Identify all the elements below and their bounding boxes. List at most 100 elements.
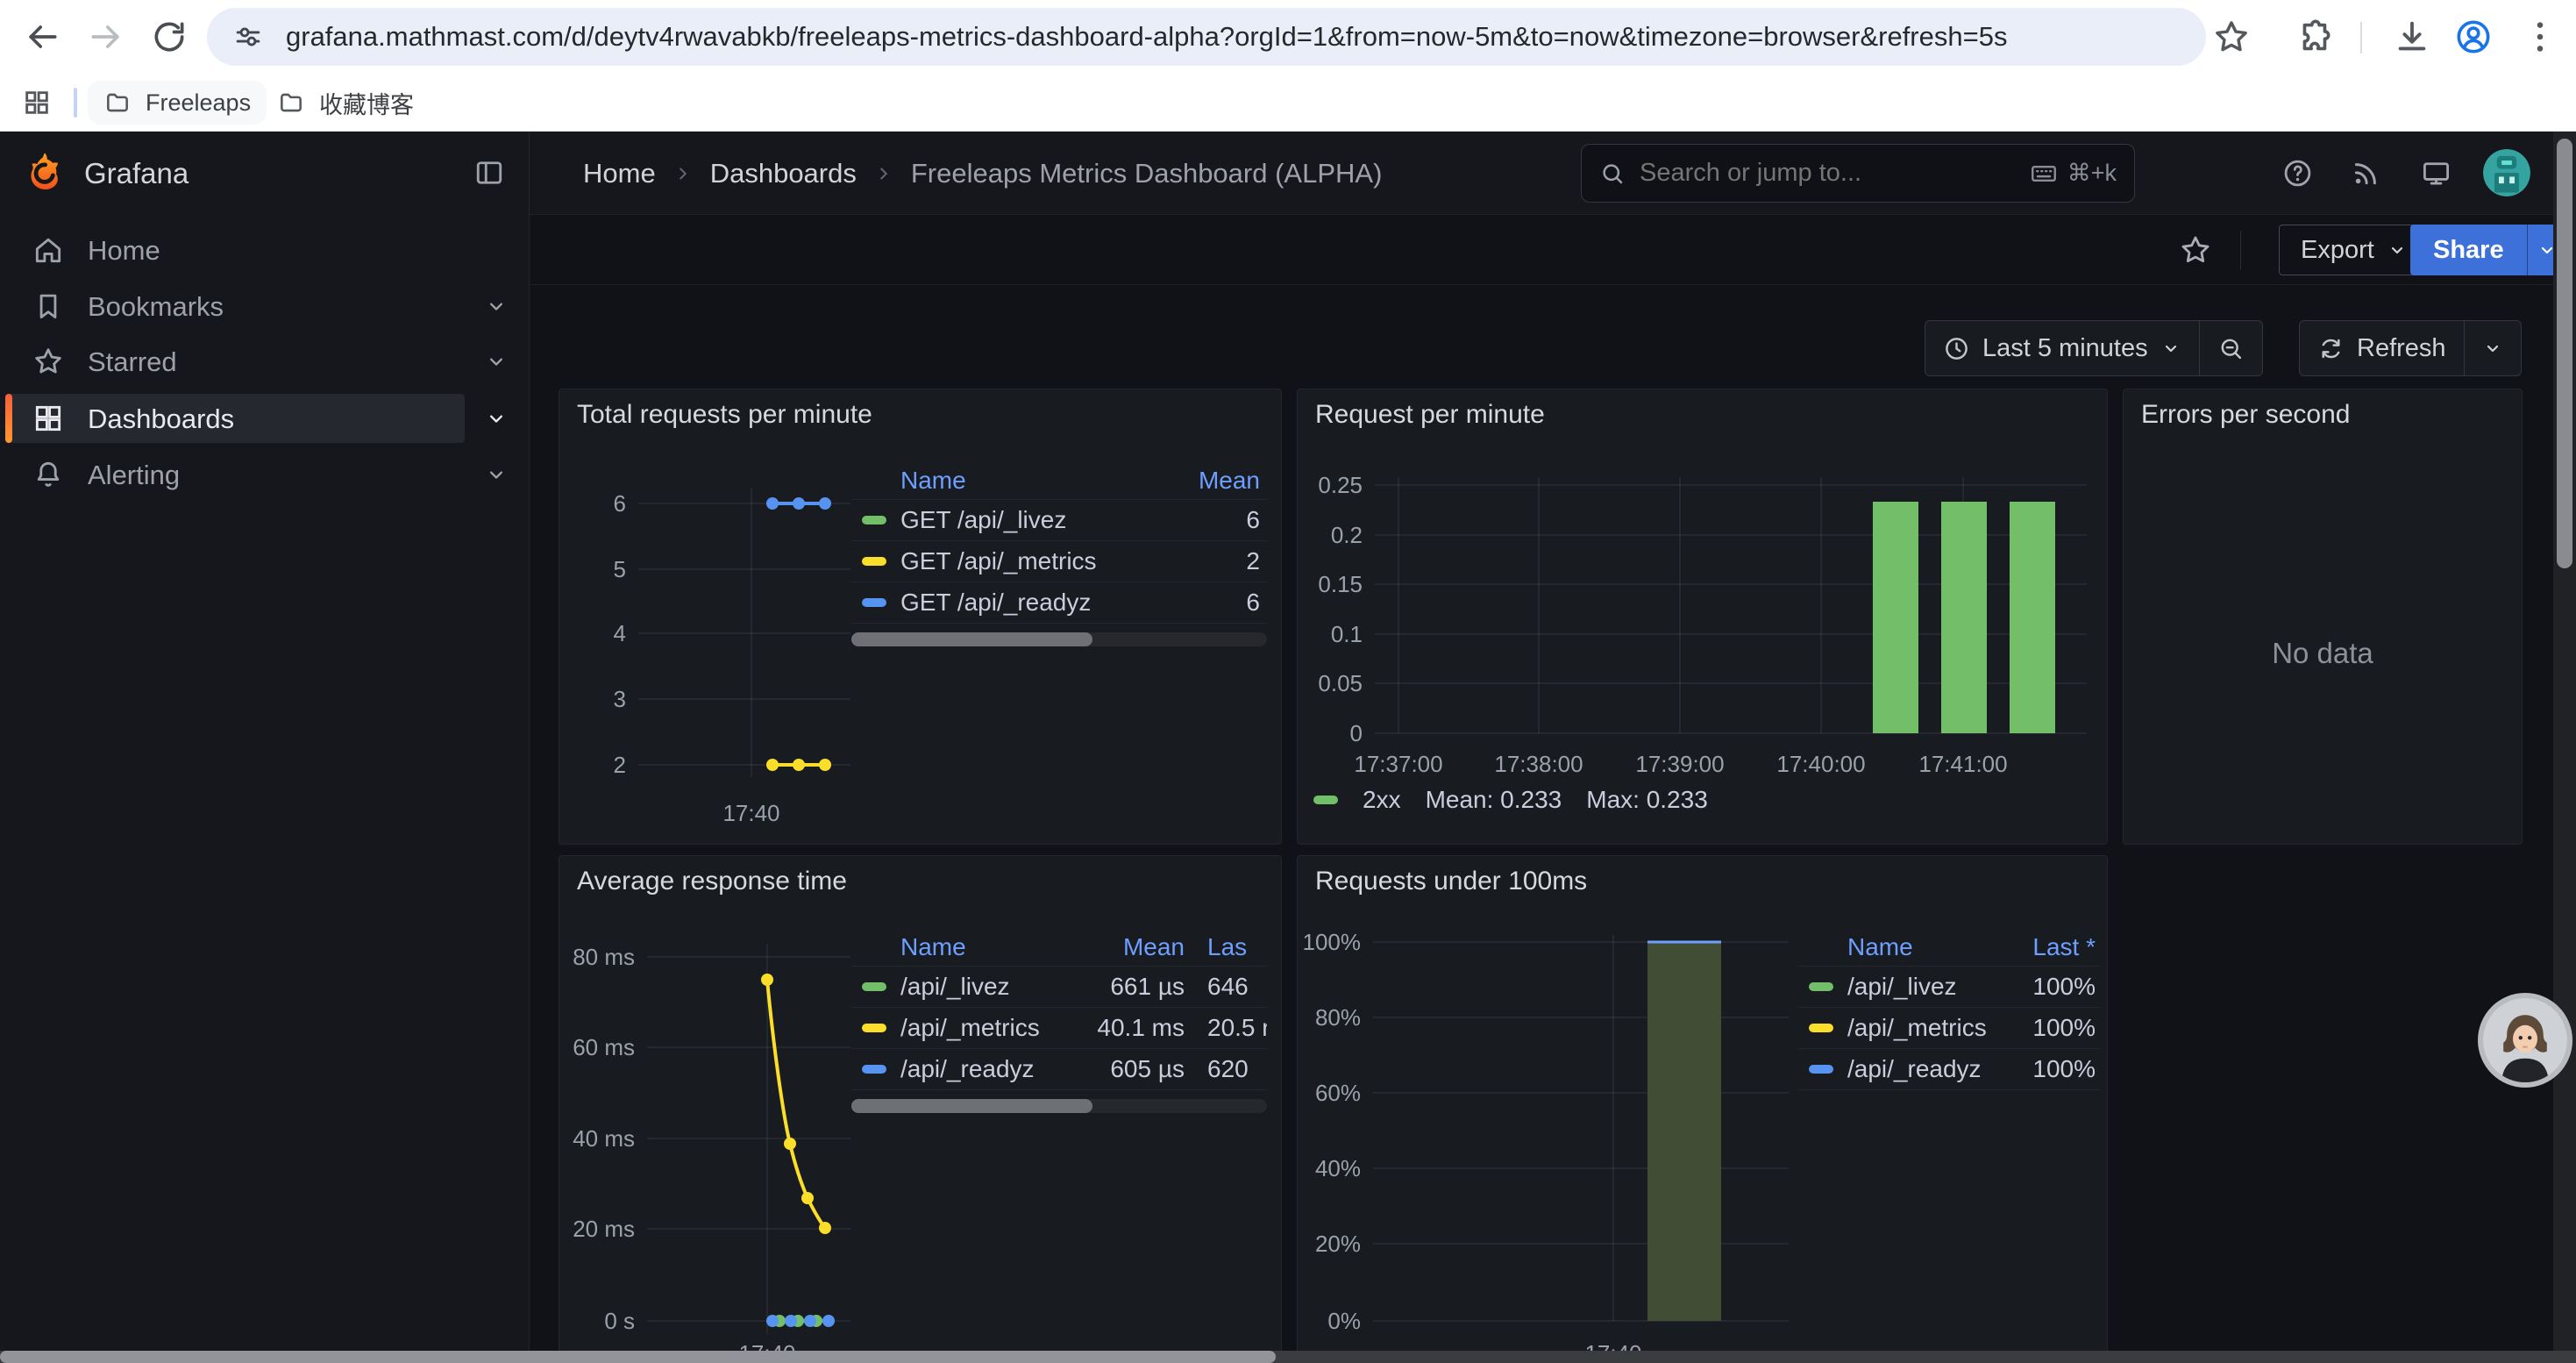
panel-title[interactable]: Total requests per minute xyxy=(577,400,872,429)
chevron-down-icon[interactable] xyxy=(484,462,509,487)
legend-row[interactable]: GET /api/_readyz 6 xyxy=(851,582,1267,624)
scrollbar-thumb[interactable] xyxy=(851,1099,1092,1113)
legend-row[interactable]: /api/_readyz 605 µs 620 xyxy=(851,1049,1267,1090)
export-button[interactable]: Export xyxy=(2279,225,2430,275)
legend-row[interactable]: GET /api/_livez 6 xyxy=(851,500,1267,541)
search-input[interactable] xyxy=(1640,159,2029,188)
legend-row[interactable]: /api/_readyz 100% xyxy=(1798,1049,2101,1090)
url-input[interactable] xyxy=(286,21,2181,53)
actions-divider xyxy=(2240,231,2241,269)
scrollbar-thumb[interactable] xyxy=(2557,139,2572,568)
legend-row[interactable]: /api/_metrics 100% xyxy=(1798,1008,2101,1049)
breadcrumb-dashboards[interactable]: Dashboards xyxy=(709,157,857,189)
series-name[interactable]: /api/_readyz xyxy=(900,1055,1035,1082)
chevron-down-icon xyxy=(2387,239,2408,260)
search-box[interactable]: ⌘+k xyxy=(1581,144,2135,203)
chevron-down-icon[interactable] xyxy=(484,406,509,431)
assistant-avatar[interactable] xyxy=(2478,993,2572,1088)
refresh-interval-button[interactable] xyxy=(2465,321,2521,375)
series-color-chip xyxy=(862,1065,886,1074)
scrollbar-thumb[interactable] xyxy=(0,1351,1276,1363)
svg-text:0.15: 0.15 xyxy=(1318,571,1363,597)
monitor-icon[interactable] xyxy=(2420,157,2452,189)
chevron-down-icon xyxy=(2160,338,2181,359)
svg-text:17:40: 17:40 xyxy=(722,800,779,826)
legend-header-last[interactable]: Last * xyxy=(2032,932,2096,960)
series-name[interactable]: GET /api/_metrics xyxy=(900,547,1097,574)
sidebar-item-label: Home xyxy=(88,235,160,266)
series-mean: 6 xyxy=(1246,506,1260,533)
legend-row[interactable]: GET /api/_metrics 2 xyxy=(851,541,1267,582)
grafana-logo-icon[interactable] xyxy=(23,150,67,194)
favorite-star-icon[interactable] xyxy=(2178,232,2213,268)
extensions-icon[interactable] xyxy=(2294,17,2334,57)
news-rss-icon[interactable] xyxy=(2350,157,2382,189)
series-name[interactable]: /api/_readyz xyxy=(1847,1055,1982,1082)
svg-text:2: 2 xyxy=(614,752,626,778)
series-name[interactable]: GET /api/_readyz xyxy=(900,589,1092,616)
legend-header-mean[interactable]: Mean xyxy=(1122,932,1185,960)
chevron-down-icon[interactable] xyxy=(484,349,509,374)
apps-grid-icon[interactable] xyxy=(22,88,52,118)
series-name[interactable]: /api/_metrics xyxy=(1847,1014,1987,1041)
panel-title[interactable]: Requests under 100ms xyxy=(1315,867,1588,896)
profile-icon[interactable] xyxy=(2453,17,2494,57)
legend-row[interactable]: /api/_livez 661 µs 646 xyxy=(851,967,1267,1008)
panel-title[interactable]: Average response time xyxy=(577,867,847,896)
series-name[interactable]: GET /api/_livez xyxy=(900,506,1067,533)
refresh-button[interactable]: Refresh xyxy=(2300,321,2464,375)
legend-row[interactable]: /api/_livez 100% xyxy=(1798,967,2101,1008)
series-last: 620 xyxy=(1207,1055,1249,1082)
share-button-group: Share xyxy=(2410,225,2567,275)
panel-title[interactable]: Request per minute xyxy=(1315,400,1545,429)
scrollbar-thumb[interactable] xyxy=(851,632,1092,646)
site-settings-icon[interactable] xyxy=(231,20,265,54)
legend-scrollbar[interactable] xyxy=(851,1099,1267,1113)
url-bar[interactable] xyxy=(207,8,2206,66)
legend-header-mean[interactable]: Mean xyxy=(1198,466,1260,494)
sidebar-item-alerting[interactable]: Alerting xyxy=(0,450,530,499)
browser-back-icon[interactable] xyxy=(23,18,61,56)
legend-header-last[interactable]: Las xyxy=(1207,932,1248,960)
help-icon[interactable] xyxy=(2281,157,2314,189)
vertical-scrollbar[interactable] xyxy=(2553,132,2576,1363)
legend-row[interactable]: /api/_metrics 40.1 ms 20.5 r xyxy=(851,1008,1267,1049)
bookmark-folder-label: 收藏博客 xyxy=(319,91,414,118)
series-name[interactable]: /api/_livez xyxy=(900,973,1010,1000)
series-name[interactable]: 2xx xyxy=(1363,786,1401,813)
horizontal-scrollbar[interactable] xyxy=(0,1351,2576,1363)
series-name[interactable]: /api/_livez xyxy=(1847,973,1957,1000)
panel-avg-response-time: Average response time 80 ms 60 ms 40 ms … xyxy=(559,855,1282,1363)
browser-menu-icon[interactable] xyxy=(2520,17,2560,57)
chevron-down-icon[interactable] xyxy=(484,294,509,318)
time-range-button[interactable]: Last 5 minutes xyxy=(1925,321,2199,375)
breadcrumb-home[interactable]: Home xyxy=(583,157,656,189)
legend-header-name[interactable]: Name xyxy=(900,932,966,960)
export-label: Export xyxy=(2301,235,2374,264)
sidebar-item-bookmarks[interactable]: Bookmarks xyxy=(0,282,530,331)
panel-title[interactable]: Errors per second xyxy=(2141,400,2351,429)
legend-header-name[interactable]: Name xyxy=(1847,932,1913,960)
svg-text:4: 4 xyxy=(614,620,626,646)
share-button[interactable]: Share xyxy=(2410,225,2527,275)
sidebar-toggle-icon[interactable] xyxy=(473,157,505,189)
sidebar-item-dashboards[interactable]: Dashboards xyxy=(0,394,530,443)
legend-header-name[interactable]: Name xyxy=(900,466,966,494)
browser-reload-icon[interactable] xyxy=(150,18,189,56)
legend-table: Name Last * /api/_livez 100% /api/_metri… xyxy=(1798,928,2101,1090)
line-chart: 6 5 4 3 2 17:40 xyxy=(614,488,850,826)
series-name[interactable]: /api/_metrics xyxy=(900,1014,1040,1041)
sidebar-item-starred[interactable]: Starred xyxy=(0,337,530,386)
legend-scrollbar[interactable] xyxy=(851,632,1267,646)
downloads-icon[interactable] xyxy=(2392,17,2432,57)
svg-text:0 s: 0 s xyxy=(604,1308,635,1334)
breadcrumb: Home Dashboards Freeleaps Metrics Dashbo… xyxy=(583,132,1382,215)
zoom-out-button[interactable] xyxy=(2200,321,2262,375)
bookmark-star-icon[interactable] xyxy=(2211,17,2252,57)
bookmark-folder-blogs[interactable]: 收藏博客 xyxy=(261,81,430,125)
user-avatar[interactable] xyxy=(2483,149,2530,196)
legend[interactable]: 2xx Mean: 0.233 Max: 0.233 xyxy=(1313,786,1708,814)
sidebar-item-home[interactable]: Home xyxy=(0,225,530,275)
bookmark-folder-freeleaps[interactable]: Freeleaps xyxy=(88,81,267,125)
panel-requests-under-100ms: Requests under 100ms 100% 80% 60% 40% 20… xyxy=(1297,855,2108,1363)
